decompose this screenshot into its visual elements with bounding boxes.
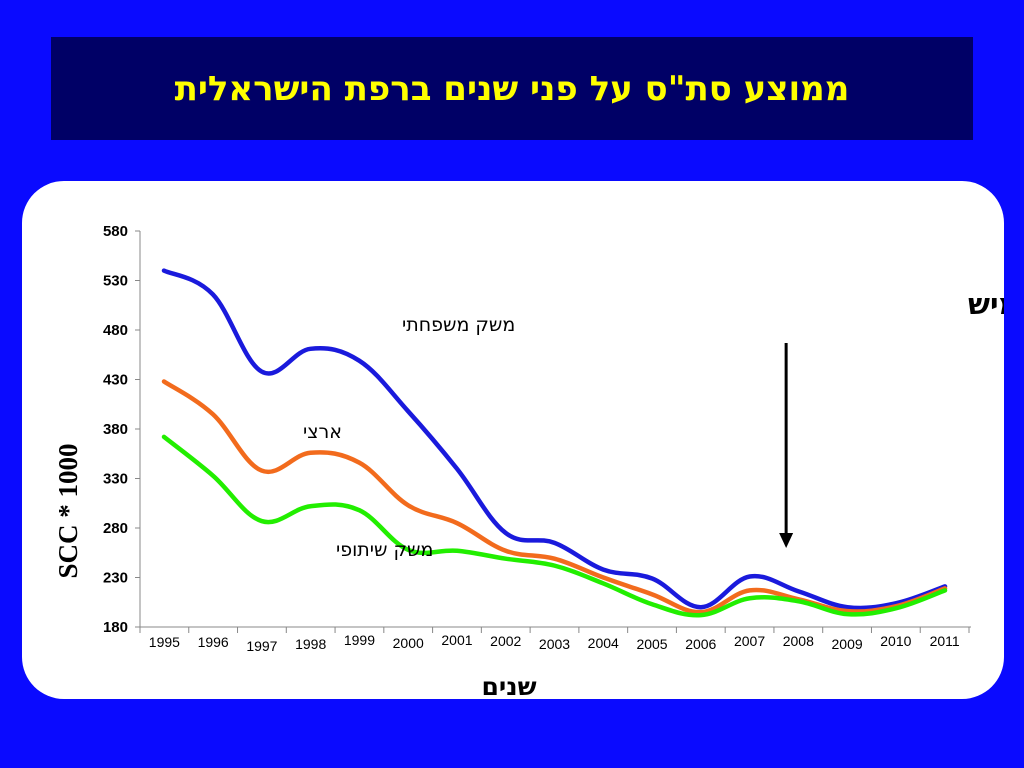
y-ticks: 180 230 280 330 380 430 480 530 580 [103, 223, 140, 636]
x-tick-label: 2010 [880, 633, 911, 649]
line-chart: 180 230 280 330 380 430 480 530 580 1995 1996 1997… [53, 223, 1004, 699]
y-tick-label: 530 [103, 273, 128, 290]
x-ticks: 1995 1996 1997 1998 1999 2000 2001 2002 2003 2004… [139, 627, 970, 654]
y-tick-label: 230 [103, 570, 128, 587]
x-tick-label: 2001 [441, 632, 472, 648]
series-labels: משק משפחתי ארצי משק שיתופי [303, 314, 515, 561]
annotation-arrow [779, 343, 794, 548]
chart-panel: 180 230 280 330 380 430 480 530 580 1995 1996 1997… [22, 181, 1004, 699]
series-label-cooperative: משק שיתופי [336, 539, 433, 561]
y-tick-label: 180 [103, 619, 128, 636]
x-tick-label: 1998 [295, 636, 326, 652]
series-label-family-farm: משק משפחתי [402, 314, 515, 336]
x-tick-label: 1997 [246, 638, 277, 654]
x-tick-label: 1996 [198, 634, 229, 650]
series-line-1 [161, 379, 948, 615]
x-tick-label: 2011 [930, 633, 960, 649]
y-tick-label: 580 [103, 223, 128, 240]
series-lines [161, 268, 948, 618]
series-line-0 [161, 268, 948, 611]
series-line-2 [161, 434, 948, 618]
x-tick-label: 2002 [490, 633, 521, 649]
x-tick-label: 1999 [344, 632, 375, 648]
title-bar: ממוצע סת"ס על פני שנים ברפת הישראלית [51, 37, 973, 140]
y-axis-label: SCC * 1000 [53, 443, 83, 578]
y-tick-label: 380 [103, 421, 128, 438]
x-tick-label: 2008 [783, 633, 814, 649]
annotation-text: החלת שיטת הפרס הגמיש [968, 287, 1004, 321]
x-axis-label: שנים [481, 672, 536, 699]
x-tick-label: 2003 [539, 636, 570, 652]
y-tick-label: 280 [103, 520, 128, 537]
x-tick-label: 2005 [636, 636, 667, 652]
x-tick-label: 2000 [393, 635, 424, 651]
x-tick-label: 2006 [685, 636, 716, 652]
y-tick-label: 430 [103, 372, 128, 389]
y-tick-label: 330 [103, 471, 128, 488]
y-tick-label: 480 [103, 322, 128, 339]
x-tick-label: 2009 [832, 636, 863, 652]
x-tick-label: 2004 [588, 635, 619, 651]
x-tick-label: 1995 [149, 634, 180, 650]
slide-title: ממוצע סת"ס על פני שנים ברפת הישראלית [174, 68, 850, 109]
x-tick-label: 2007 [734, 633, 765, 649]
series-label-national: ארצי [303, 421, 342, 443]
